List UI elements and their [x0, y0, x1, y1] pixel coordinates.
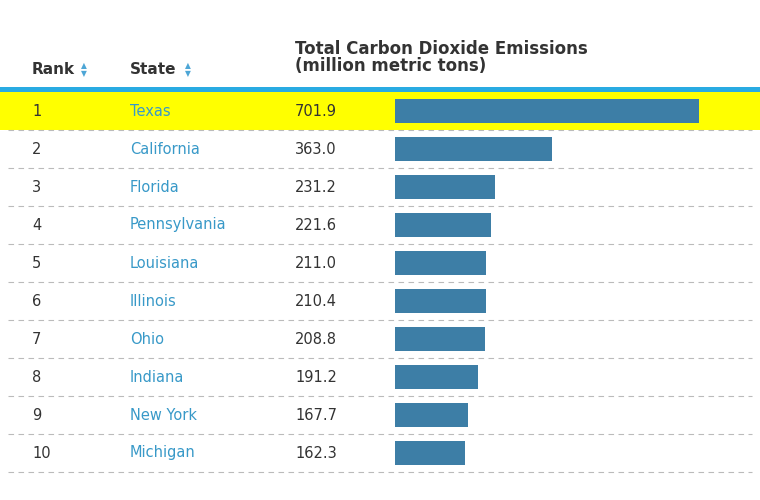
Text: 363.0: 363.0: [295, 142, 337, 156]
Text: 2: 2: [32, 142, 41, 156]
Text: Louisiana: Louisiana: [130, 256, 199, 270]
Text: 211.0: 211.0: [295, 256, 337, 270]
Text: Pennsylvania: Pennsylvania: [130, 218, 226, 232]
Bar: [395, 403, 467, 427]
Bar: [395, 251, 486, 275]
Text: Total Carbon Dioxide Emissions: Total Carbon Dioxide Emissions: [295, 40, 587, 58]
Text: California: California: [130, 142, 200, 156]
Text: 231.2: 231.2: [295, 180, 337, 194]
Text: ▼: ▼: [185, 70, 191, 78]
Text: 210.4: 210.4: [295, 294, 337, 308]
Text: Michigan: Michigan: [130, 446, 196, 460]
Text: (million metric tons): (million metric tons): [295, 57, 486, 75]
Text: Rank: Rank: [32, 62, 75, 78]
Text: 6: 6: [32, 294, 41, 308]
Text: Indiana: Indiana: [130, 370, 185, 384]
Text: ▼: ▼: [81, 70, 87, 78]
Bar: [395, 289, 486, 313]
Text: 8: 8: [32, 370, 41, 384]
Bar: [395, 327, 486, 351]
Text: 221.6: 221.6: [295, 218, 337, 232]
Text: 162.3: 162.3: [295, 446, 337, 460]
Text: ▲: ▲: [81, 62, 87, 70]
Text: 208.8: 208.8: [295, 332, 337, 346]
Text: 7: 7: [32, 332, 41, 346]
Text: State: State: [130, 62, 176, 78]
Text: Florida: Florida: [130, 180, 180, 194]
Text: 3: 3: [32, 180, 41, 194]
Bar: [0, 92, 760, 130]
Bar: [395, 441, 465, 465]
Text: 167.7: 167.7: [295, 408, 337, 422]
Text: 4: 4: [32, 218, 41, 232]
Bar: [395, 213, 491, 237]
Bar: [395, 365, 478, 389]
Bar: [395, 175, 496, 199]
Bar: [395, 99, 699, 123]
Text: 10: 10: [32, 446, 51, 460]
Bar: [0, 87, 760, 92]
Text: 191.2: 191.2: [295, 370, 337, 384]
Text: 701.9: 701.9: [295, 104, 337, 118]
Text: 5: 5: [32, 256, 41, 270]
Text: 1: 1: [32, 104, 41, 118]
Text: New York: New York: [130, 408, 197, 422]
Text: Texas: Texas: [130, 104, 171, 118]
Bar: [395, 137, 553, 161]
Text: 9: 9: [32, 408, 41, 422]
Text: Ohio: Ohio: [130, 332, 164, 346]
Text: ▲: ▲: [185, 62, 191, 70]
Text: Illinois: Illinois: [130, 294, 177, 308]
